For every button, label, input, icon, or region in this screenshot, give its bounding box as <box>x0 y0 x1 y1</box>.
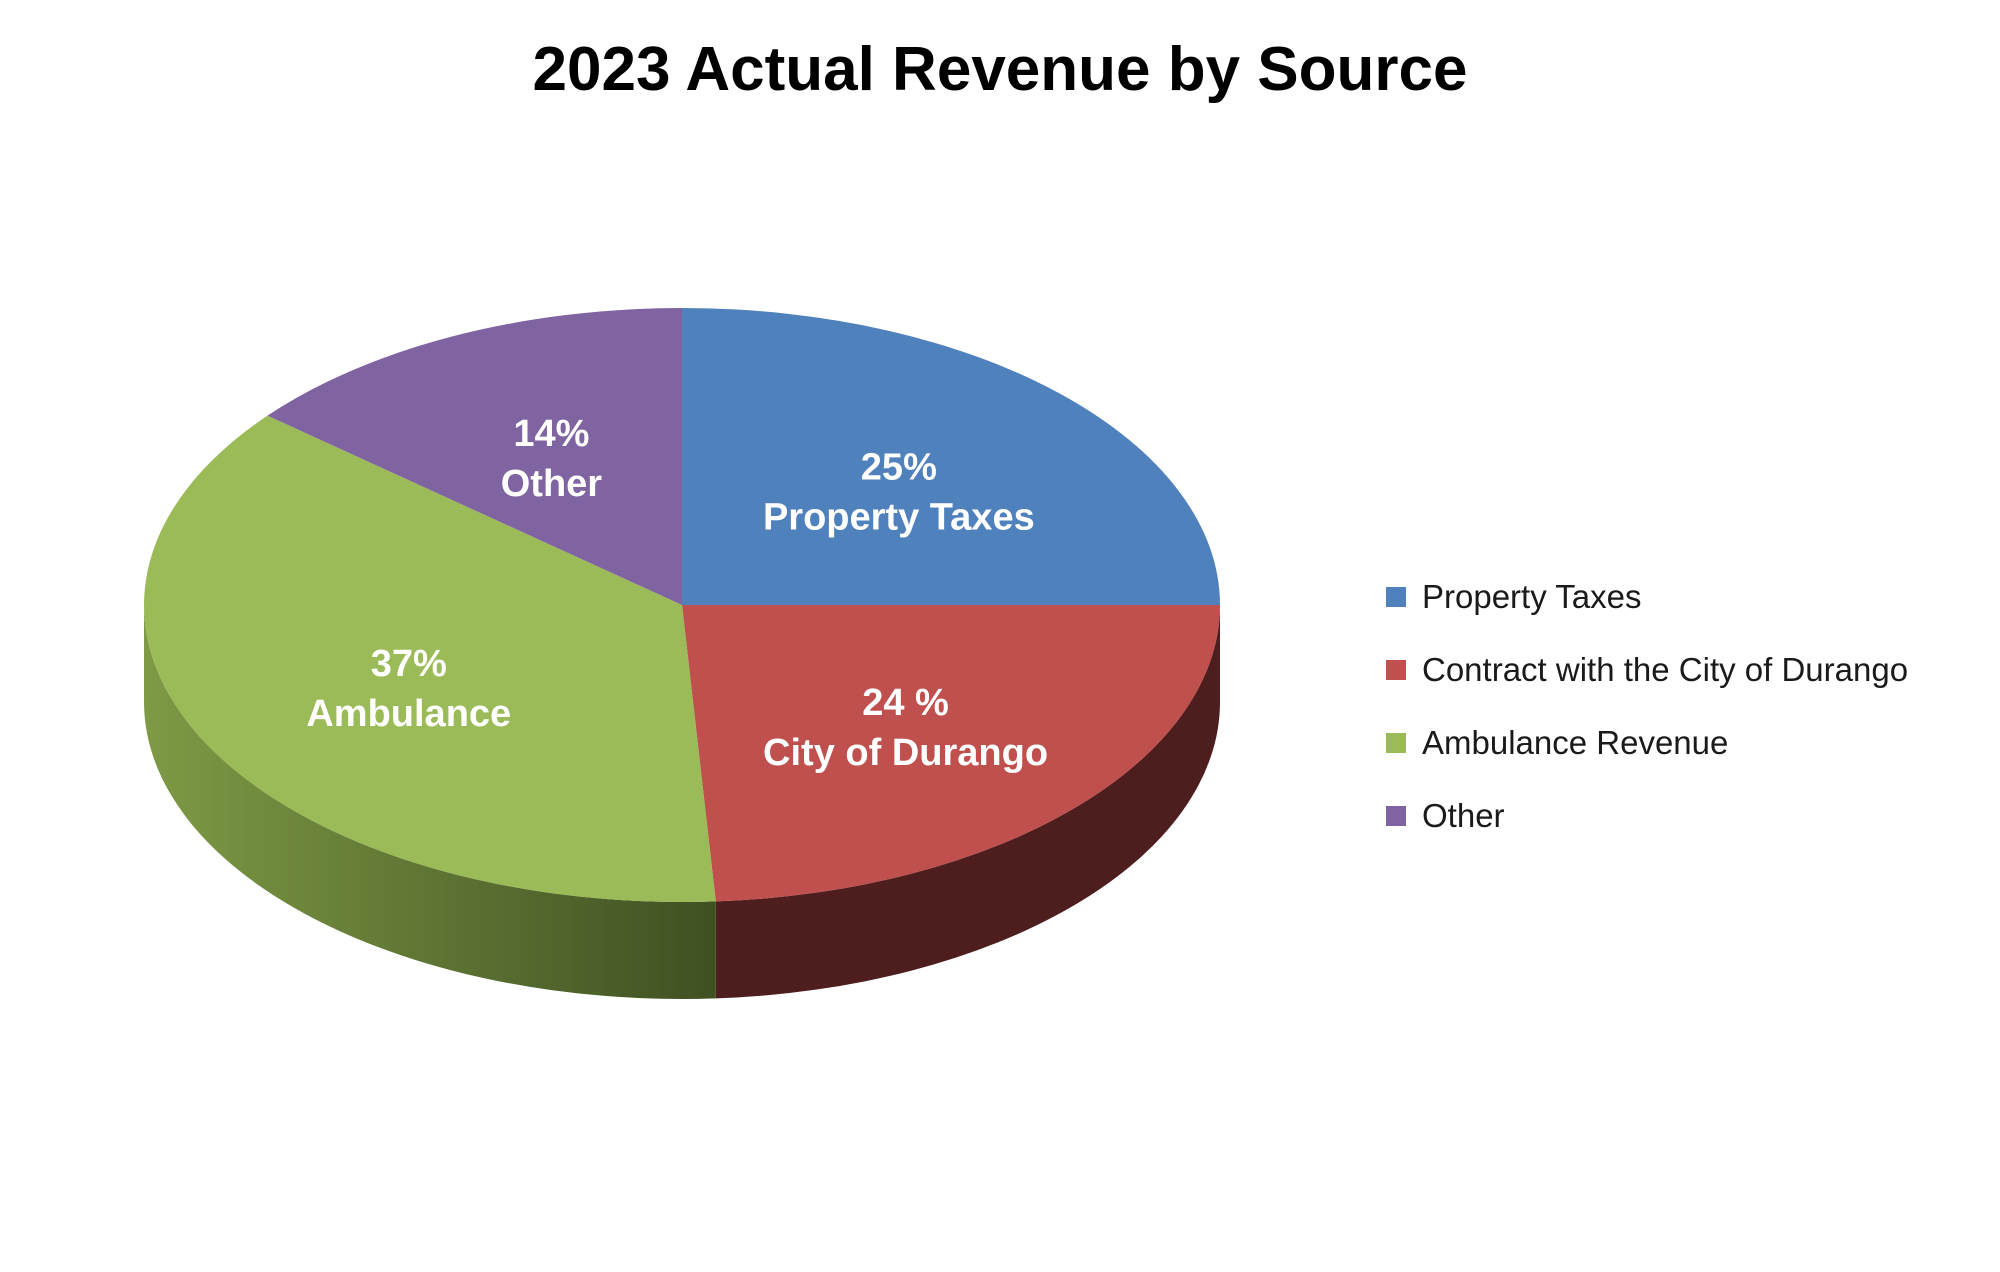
slice-label-name-0: Property Taxes <box>763 496 1035 538</box>
legend-label-1: Contract with the City of Durango <box>1422 650 1909 688</box>
slice-label-pct-1: 24 % <box>862 682 949 724</box>
pie-slice-2 <box>143 415 716 902</box>
slice-label-name-1: City of Durango <box>763 732 1048 774</box>
legend-swatch-1 <box>1386 659 1406 680</box>
legend-swatch-2 <box>1386 732 1406 753</box>
pie-side-1 <box>715 605 1220 999</box>
chart-title: 2023 Actual Revenue by Source <box>532 35 1468 104</box>
slice-label-pct-0: 25% <box>861 446 937 488</box>
pie-slice-0 <box>682 308 1220 605</box>
pie-top <box>143 308 1220 902</box>
pie-slice-3 <box>267 308 682 605</box>
legend-item-1: Contract with the City of Durango <box>1386 633 1908 706</box>
legend-label-3: Other <box>1422 796 1505 834</box>
slice-label-pct-3: 14% <box>513 413 589 455</box>
legend-item-2: Ambulance Revenue <box>1386 706 1908 779</box>
legend-label-0: Property Taxes <box>1422 577 1642 615</box>
legend-swatch-3 <box>1386 805 1406 826</box>
legend-swatch-0 <box>1386 586 1406 607</box>
legend-label-2: Ambulance Revenue <box>1422 723 1729 761</box>
pie-labels: 25% Property Taxes 24 % City of Durango 37% A… <box>306 413 1048 774</box>
slice-label-pct-2: 37% <box>371 643 447 685</box>
legend-item-0: Property Taxes <box>1386 560 1908 633</box>
legend-item-3: Other <box>1386 779 1908 852</box>
slice-label-name-3: Other <box>501 463 603 505</box>
pie-sides <box>144 605 1220 999</box>
pie-side-2 <box>144 605 716 999</box>
legend: Property Taxes Contract with the City of … <box>1386 560 1908 852</box>
pie-slice-1 <box>682 605 1220 902</box>
slice-label-name-2: Ambulance <box>306 693 511 735</box>
